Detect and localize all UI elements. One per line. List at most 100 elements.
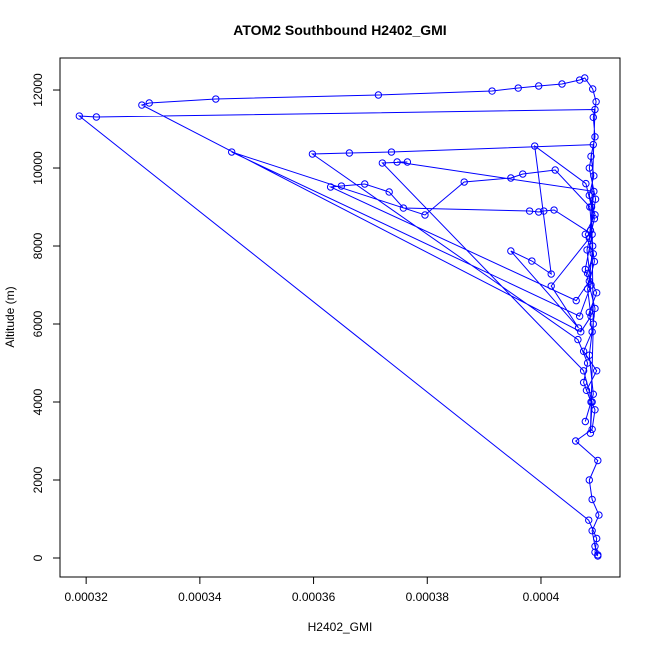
data-point [212, 95, 220, 103]
data-point [591, 406, 599, 414]
data-point [588, 527, 596, 535]
data-point [460, 178, 468, 186]
data-point [589, 390, 597, 398]
data-point [589, 250, 597, 258]
data-point [345, 149, 354, 157]
data-point [582, 386, 591, 395]
data-point [507, 174, 515, 182]
data-point [589, 242, 597, 250]
data-point [577, 328, 585, 336]
data-point [528, 257, 536, 265]
data-point [587, 281, 595, 289]
data-point [575, 312, 584, 320]
data-point [361, 180, 369, 188]
data-point [514, 84, 522, 92]
data-point [591, 133, 599, 141]
data-point [587, 203, 596, 211]
data-point [585, 164, 593, 172]
data-point [138, 101, 146, 109]
data-point [595, 511, 603, 519]
y-tick-label: 8000 [31, 232, 45, 259]
data-point [547, 270, 555, 278]
data-point [590, 187, 598, 196]
data-point [326, 183, 335, 191]
data-point [547, 282, 555, 290]
data-point [145, 99, 153, 107]
data-point [588, 328, 596, 336]
data-point [588, 495, 596, 504]
data-point [583, 359, 592, 367]
data-point [594, 456, 602, 465]
data-point [575, 76, 584, 84]
data-point [591, 542, 599, 551]
data-point [337, 182, 346, 190]
data-point [587, 312, 595, 320]
x-tick-label: 0.00038 [406, 590, 450, 604]
data-point [589, 85, 597, 93]
data-point [586, 429, 595, 437]
data-point [592, 534, 601, 543]
y-axis-label: Altitude (m) [3, 286, 17, 347]
data-point [75, 112, 84, 120]
data-point [535, 208, 543, 216]
data-point [374, 91, 383, 99]
data-point [507, 247, 515, 255]
data-point [592, 98, 600, 106]
data-point [588, 398, 596, 406]
data-point [579, 378, 588, 387]
data-point [591, 304, 599, 313]
data-point [403, 158, 412, 166]
data-point [92, 113, 101, 121]
data-point [591, 105, 599, 114]
data-point [583, 269, 592, 278]
data-point [385, 188, 393, 196]
data-point [571, 437, 580, 445]
x-tick-label: 0.0004 [523, 590, 560, 604]
data-point [393, 158, 401, 166]
data-point [387, 148, 396, 156]
data-point [582, 179, 590, 188]
data-point [585, 351, 593, 359]
data-point [535, 82, 543, 90]
data-point [227, 148, 236, 156]
y-tick-label: 12000 [31, 73, 45, 107]
data-point [587, 152, 595, 161]
data-point [572, 296, 580, 305]
y-tick-label: 2000 [31, 466, 45, 493]
data-point [579, 367, 588, 375]
data-point [399, 204, 408, 212]
data-point [590, 257, 599, 266]
series-line [77, 77, 600, 557]
data-point [581, 417, 590, 426]
data-point [574, 335, 582, 344]
data-point [531, 142, 539, 150]
data-point [581, 265, 590, 274]
data-point [585, 476, 593, 484]
data-point [519, 170, 527, 178]
data-point [585, 516, 593, 524]
chart-title: ATOM2 Southbound H2402_GMI [233, 22, 446, 38]
data-point [591, 195, 600, 203]
data-point [308, 150, 317, 158]
y-tick-label: 10000 [31, 151, 45, 185]
data-point [590, 172, 598, 180]
x-axis-label: H2402_GMI [308, 620, 373, 634]
data-point [589, 113, 597, 122]
data-point [585, 308, 593, 317]
data-point [585, 191, 593, 200]
data-point [588, 425, 596, 434]
data-point [378, 159, 387, 167]
y-tick-label: 0 [31, 554, 45, 561]
data-point [591, 211, 599, 219]
data-point [592, 289, 601, 297]
data-point [525, 207, 534, 215]
data-point [585, 277, 593, 285]
x-tick-label: 0.00036 [292, 590, 336, 604]
data-point [550, 206, 558, 214]
data-point [590, 215, 599, 223]
data-point [579, 347, 588, 356]
data-point [586, 226, 595, 235]
y-tick-label: 4000 [31, 388, 45, 415]
x-tick-label: 0.00034 [178, 590, 222, 604]
